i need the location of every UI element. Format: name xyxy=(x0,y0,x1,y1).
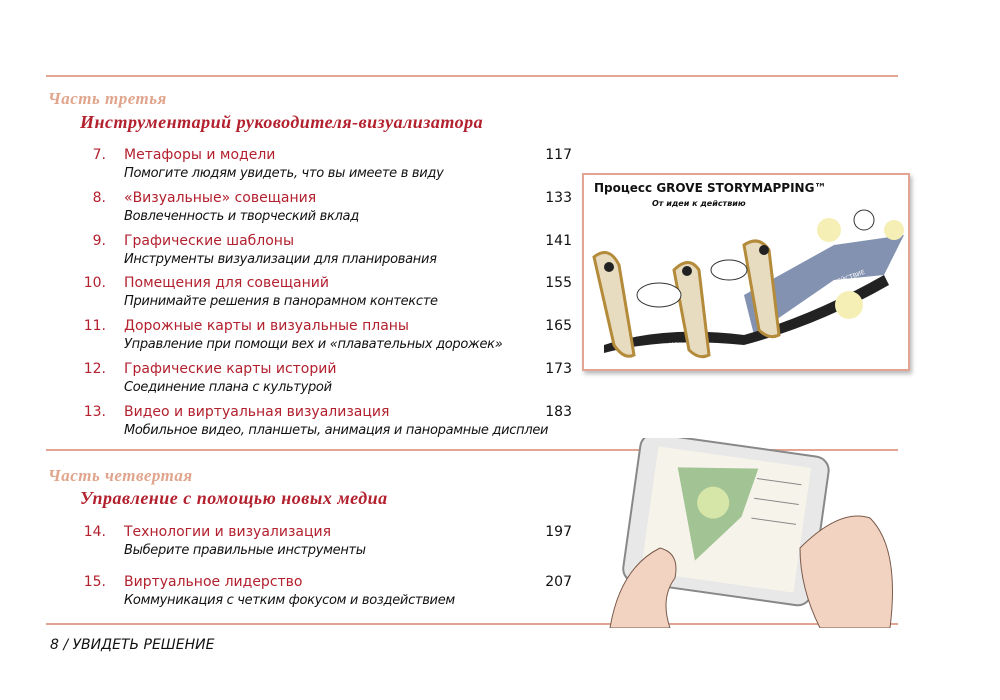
chapter-number: 15. xyxy=(83,574,106,590)
page-number: 133 xyxy=(545,190,572,206)
part-four-label: Часть четвертая xyxy=(48,466,193,485)
figure-subtitle: От идеи к действию xyxy=(652,199,746,208)
figure-title: Процесс GROVE STORYMAPPING™ xyxy=(594,181,827,195)
chapter-subtitle: Коммуникация с четким фокусом и воздейст… xyxy=(124,593,455,608)
toc-entry[interactable]: 7. Метафоры и модели 117 Помогите людям уви… xyxy=(80,147,572,187)
label-idea: ИДЕЯ xyxy=(669,342,686,349)
chapter-number: 8. xyxy=(92,190,106,206)
chapter-number: 14. xyxy=(83,524,106,540)
chapter-title: Дорожные карты и визуальные планы xyxy=(124,318,409,334)
toc-entry[interactable]: 9. Графические шаблоны 141 Инструменты визу… xyxy=(80,233,572,273)
chapter-subtitle: Выберите правильные инструменты xyxy=(124,543,366,558)
chapter-number: 13. xyxy=(83,404,106,420)
chapter-subtitle: Мобильное видео, планшеты, анимация и па… xyxy=(124,423,549,438)
chapter-number: 12. xyxy=(83,361,106,377)
toc-entry[interactable]: 10. Помещения для совещаний 155 Принимайте … xyxy=(80,275,572,315)
chapter-title: Видео и виртуальная визуализация xyxy=(124,404,390,420)
page-number: 117 xyxy=(545,147,572,163)
chapter-title: Технологии и визуализация xyxy=(124,524,332,540)
page-number: 173 xyxy=(545,361,572,377)
chapter-title: «Визуальные» совещания xyxy=(124,190,317,206)
part-four-title: Управление с помощью новых медиа xyxy=(80,488,388,508)
chapter-number: 10. xyxy=(83,275,106,291)
page-number: 155 xyxy=(545,275,572,291)
chapter-title: Графические шаблоны xyxy=(124,233,295,249)
toc-entry[interactable]: 11. Дорожные карты и визуальные планы 165 У… xyxy=(80,318,572,358)
part-three-label: Часть третья xyxy=(48,89,167,108)
chapter-subtitle: Принимайте решения в панорамном контекст… xyxy=(124,294,438,309)
toc-entry[interactable]: 8. «Визуальные» совещания 133 Вовлеченность… xyxy=(80,190,572,230)
chapter-subtitle: Вовлеченность и творческий вклад xyxy=(124,209,359,224)
bottom-rule xyxy=(46,623,898,625)
page-number: 197 xyxy=(545,524,572,540)
storymapping-figure: Процесс GROVE STORYMAPPING™ От идеи к де… xyxy=(582,173,910,371)
page-number: 141 xyxy=(545,233,572,249)
page-number: 165 xyxy=(545,318,572,334)
storymap-illustration: ИДЕЯ ДЕЙСТВИЕ xyxy=(592,209,904,359)
chapter-number: 11. xyxy=(83,318,106,334)
page-number: 207 xyxy=(545,574,572,590)
chapter-title: Метафоры и модели xyxy=(124,147,276,163)
chapter-number: 9. xyxy=(92,233,106,249)
chapter-subtitle: Управление при помощи вех и «плавательны… xyxy=(124,337,503,352)
chapter-subtitle: Инструменты визуализации для планировани… xyxy=(124,252,437,267)
tablet-hands-illustration xyxy=(609,438,893,628)
page-footer: 8 / УВИДЕТЬ РЕШЕНИЕ xyxy=(50,637,215,653)
chapter-title: Графические карты историй xyxy=(124,361,337,377)
part-three-title: Инструментарий руководителя-визуализатор… xyxy=(80,112,484,132)
chapter-title: Помещения для совещаний xyxy=(124,275,329,291)
top-rule xyxy=(46,75,898,77)
toc-entry[interactable]: 12. Графические карты историй 173 Соединени… xyxy=(80,361,572,401)
page-number: 183 xyxy=(545,404,572,420)
middle-rule xyxy=(46,449,898,451)
toc-entry[interactable]: 14. Технологии и визуализация 197 Выберите … xyxy=(80,524,572,564)
chapter-number: 7. xyxy=(92,147,106,163)
toc-entry[interactable]: 15. Виртуальное лидерство 207 Коммуникация … xyxy=(80,574,572,614)
chapter-title: Виртуальное лидерство xyxy=(124,574,303,590)
toc-entry[interactable]: 13. Видео и виртуальная визуализация 183 Мо… xyxy=(80,404,572,444)
chapter-subtitle: Соединение плана с культурой xyxy=(124,380,332,395)
chapter-subtitle: Помогите людям увидеть, что вы имеете в … xyxy=(124,166,444,181)
